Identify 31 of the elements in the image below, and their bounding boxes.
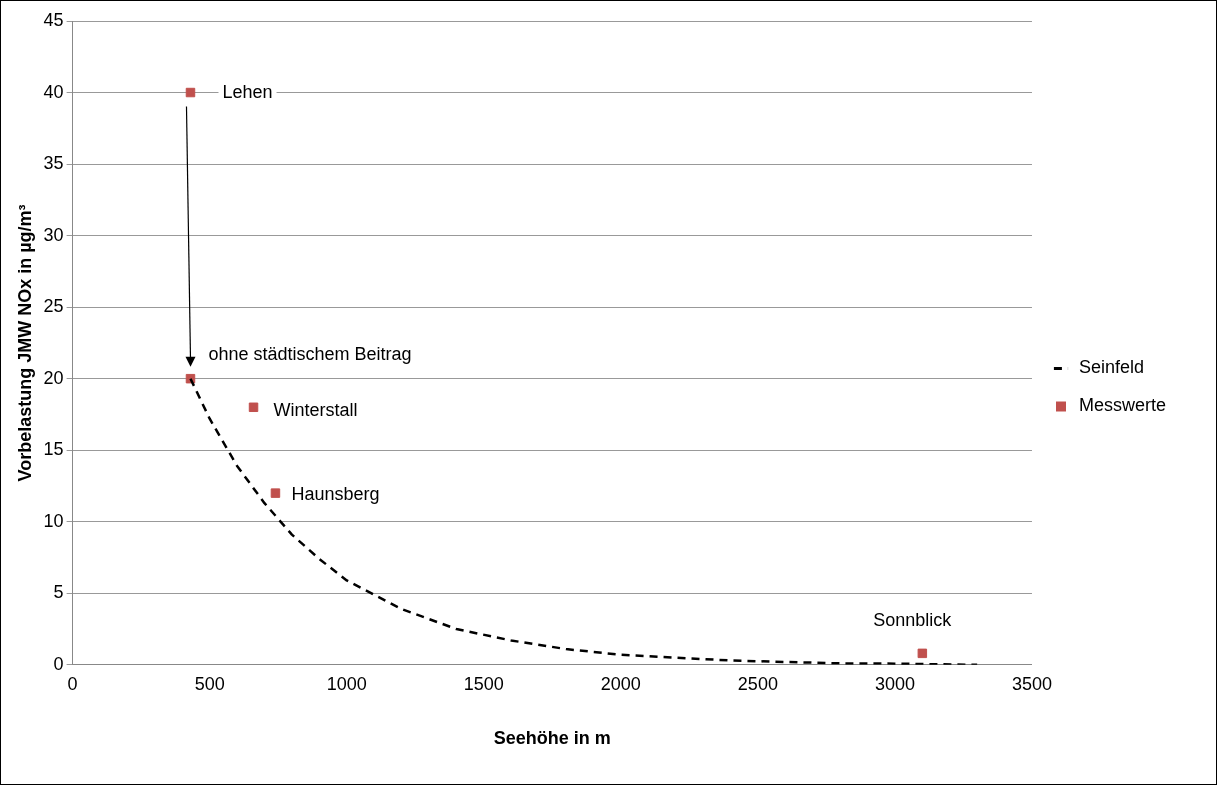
legend-label: Seinfeld xyxy=(1078,357,1145,378)
y-tick-label: 5 xyxy=(53,582,64,603)
x-tick-label: 2000 xyxy=(600,673,641,694)
point xyxy=(917,648,928,659)
y-tick-label: 20 xyxy=(43,367,64,388)
y-tick-label: 30 xyxy=(43,224,64,245)
y-tick-label: 40 xyxy=(43,81,64,102)
x-tick-label: 0 xyxy=(67,673,78,694)
annotation: Lehen xyxy=(222,81,273,102)
y-tick-label: 15 xyxy=(43,439,64,460)
y-tick-label: 25 xyxy=(43,296,64,317)
y-axis-title: Vorbelastung JMW NOx in µg/m³ xyxy=(14,204,35,482)
x-tick-label: 3000 xyxy=(874,673,915,694)
point xyxy=(248,402,259,413)
x-axis-title: Seehöhe in m xyxy=(493,728,611,749)
annotation: Haunsberg xyxy=(291,484,380,505)
x-tick-label: 1500 xyxy=(463,673,504,694)
y-tick-label: 35 xyxy=(43,153,64,174)
x-tick-label: 500 xyxy=(194,673,225,694)
point xyxy=(270,488,281,498)
annotation: ohne städtischem Beitrag xyxy=(208,343,412,364)
legend-label: Messwerte xyxy=(1078,395,1167,416)
annotation: Winterstall xyxy=(273,400,358,421)
y-tick-label: 0 xyxy=(53,653,64,674)
x-tick-label: 2500 xyxy=(737,673,778,694)
y-tick-label: 10 xyxy=(43,510,64,531)
x-tick-label: 3500 xyxy=(1011,673,1052,694)
x-tick-label: 1000 xyxy=(326,673,367,694)
annotation: Sonnblick xyxy=(873,610,953,631)
y-tick-label: 45 xyxy=(43,9,64,30)
point xyxy=(185,87,196,98)
